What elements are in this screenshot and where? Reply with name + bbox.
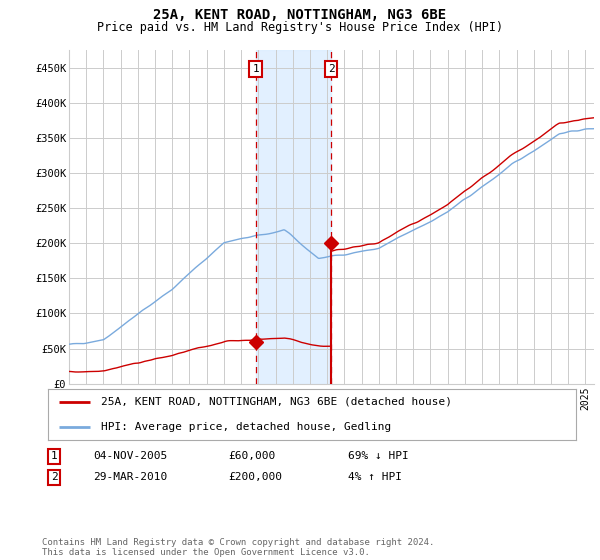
- Text: £60,000: £60,000: [228, 451, 275, 461]
- Text: 1: 1: [252, 64, 259, 74]
- Text: 25A, KENT ROAD, NOTTINGHAM, NG3 6BE: 25A, KENT ROAD, NOTTINGHAM, NG3 6BE: [154, 8, 446, 22]
- Text: 29-MAR-2010: 29-MAR-2010: [93, 472, 167, 482]
- Text: £200,000: £200,000: [228, 472, 282, 482]
- Text: Price paid vs. HM Land Registry's House Price Index (HPI): Price paid vs. HM Land Registry's House …: [97, 21, 503, 34]
- Text: Contains HM Land Registry data © Crown copyright and database right 2024.
This d: Contains HM Land Registry data © Crown c…: [42, 538, 434, 557]
- Text: 25A, KENT ROAD, NOTTINGHAM, NG3 6BE (detached house): 25A, KENT ROAD, NOTTINGHAM, NG3 6BE (det…: [101, 397, 452, 407]
- Text: 2: 2: [328, 64, 335, 74]
- Text: 1: 1: [50, 451, 58, 461]
- Text: HPI: Average price, detached house, Gedling: HPI: Average price, detached house, Gedl…: [101, 422, 391, 432]
- Text: 69% ↓ HPI: 69% ↓ HPI: [348, 451, 409, 461]
- Text: 4% ↑ HPI: 4% ↑ HPI: [348, 472, 402, 482]
- Text: 04-NOV-2005: 04-NOV-2005: [93, 451, 167, 461]
- Text: 2: 2: [50, 472, 58, 482]
- Bar: [256, 50, 331, 384]
